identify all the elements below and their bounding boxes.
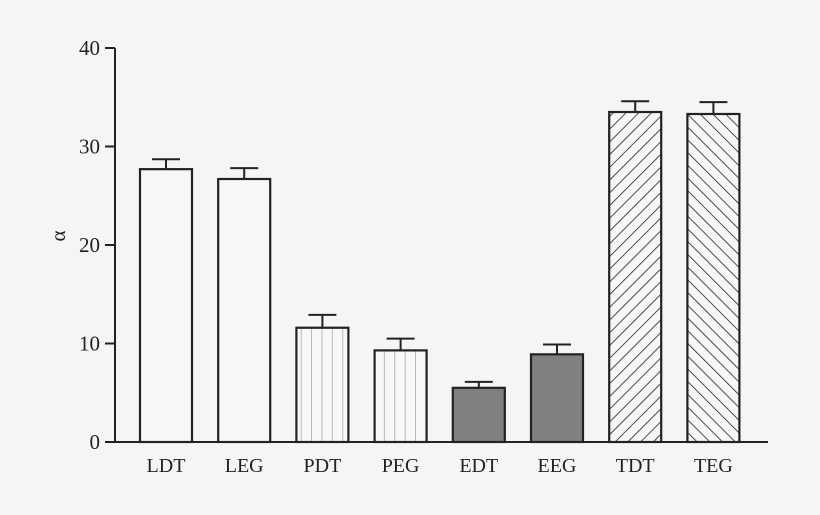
x-tick-label: LEG — [225, 455, 264, 477]
bar-ldt — [138, 168, 194, 444]
bar-teg — [686, 112, 741, 444]
bars — [138, 110, 741, 444]
x-tick-label: EEG — [538, 455, 577, 477]
x-axis-labels: LDT LEG PDT PEG EDT EEG TDT TEG — [147, 455, 733, 477]
y-tick-label: 0 — [90, 430, 101, 454]
y-tick-label: 30 — [79, 135, 100, 159]
bar-edt — [451, 386, 506, 444]
y-tick-label: 40 — [79, 36, 100, 60]
y-axis-label: α — [46, 230, 70, 241]
bar-tdt — [608, 110, 663, 444]
bar-leg — [217, 177, 272, 444]
y-ticks: 0 10 20 30 40 — [79, 36, 115, 454]
error-bars — [152, 100, 728, 388]
x-tick-label: PDT — [304, 455, 342, 477]
x-tick-label: PEG — [382, 455, 420, 477]
x-tick-label: LDT — [147, 455, 186, 477]
y-tick-label: 20 — [79, 233, 100, 257]
bar-pdt — [295, 326, 350, 444]
bar-eeg — [529, 353, 585, 444]
x-tick-label: EDT — [459, 455, 498, 477]
x-tick-label: TEG — [694, 455, 733, 477]
x-tick-label: TDT — [616, 455, 655, 477]
y-tick-label: 10 — [79, 332, 100, 356]
bar-peg — [373, 349, 428, 444]
